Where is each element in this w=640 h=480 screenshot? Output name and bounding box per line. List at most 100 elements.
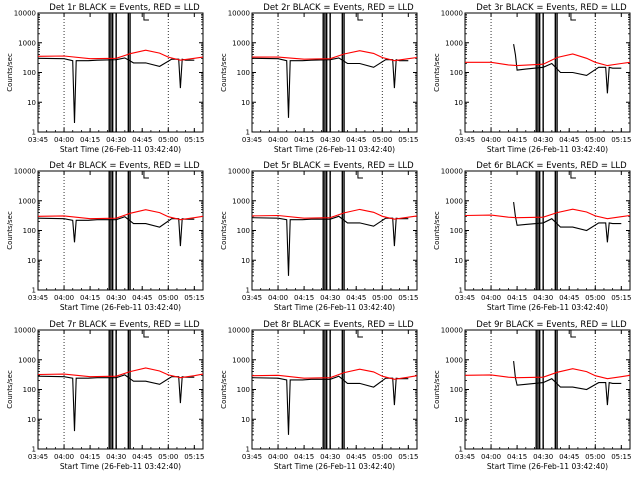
flag-bracket (570, 171, 576, 179)
panel: Det 9r BLACK = Events, RED = LLD 1 10 100 10… (433, 320, 631, 471)
x-axis-label: Start Time (26-Feb-11 03:42:40) (487, 303, 608, 312)
y-tick-label: 10 (454, 257, 463, 265)
flag-bracket (357, 171, 363, 179)
panel-title: Det 5r BLACK = Events, RED = LLD (263, 161, 414, 171)
x-tick-label: 03:45 (242, 294, 262, 302)
x-tick-label: 05:00 (372, 136, 392, 144)
events-series-line (251, 215, 409, 276)
y-tick-label: 1000 (18, 356, 36, 364)
y-axis-label: Counts/sec (6, 53, 14, 92)
y-tick-label: 10000 (14, 168, 36, 176)
panel: Det 8r BLACK = Events, RED = LLD 1 10 100 10… (220, 320, 418, 471)
lld-series-line (37, 209, 204, 221)
x-tick-label: 03:45 (455, 294, 475, 302)
x-tick-label: 04:00 (268, 294, 288, 302)
y-tick-label: 1 (459, 287, 463, 295)
x-tick-label: 03:45 (242, 136, 262, 144)
x-axis-label: Start Time (26-Feb-11 03:42:40) (60, 462, 181, 471)
x-tick-label: 04:15 (294, 453, 314, 461)
panel-title: Det 1r BLACK = Events, RED = LLD (49, 3, 200, 13)
x-tick-label: 04:45 (346, 294, 366, 302)
y-tick-label: 100 (23, 386, 36, 394)
y-tick-label: 10 (27, 257, 36, 265)
y-tick-label: 100 (23, 69, 36, 77)
events-series-line (37, 374, 195, 432)
x-tick-label: 05:00 (158, 453, 178, 461)
x-tick-label: 04:45 (559, 136, 579, 144)
plot-frame (37, 170, 204, 291)
y-axis-label: Counts/sec (6, 370, 14, 409)
y-tick-label: 10000 (441, 168, 463, 176)
lld-series-line (464, 208, 631, 220)
y-axis-label: Counts/sec (6, 211, 14, 250)
flag-bracket (357, 13, 363, 21)
flag-bracket (143, 330, 149, 338)
x-tick-label: 04:45 (559, 294, 579, 302)
y-tick-label: 10 (454, 416, 463, 424)
lld-series-line (465, 53, 631, 67)
x-tick-label: 05:00 (585, 453, 605, 461)
x-tick-label: 03:45 (455, 136, 475, 144)
y-tick-label: 10 (241, 257, 250, 265)
y-tick-label: 1 (246, 446, 250, 454)
x-tick-label: 03:45 (28, 453, 48, 461)
x-tick-label: 04:00 (481, 294, 501, 302)
x-axis-label: Start Time (26-Feb-11 03:42:40) (60, 303, 181, 312)
events-series-line (513, 44, 622, 94)
x-tick-label: 04:15 (80, 453, 100, 461)
x-tick-label: 04:45 (346, 453, 366, 461)
y-tick-label: 1000 (445, 356, 463, 364)
flag-bracket (143, 13, 149, 21)
x-tick-label: 04:30 (106, 453, 126, 461)
panel: Det 5r BLACK = Events, RED = LLD 1 10 100 10… (220, 161, 418, 312)
y-axis-label: Counts/sec (220, 370, 228, 409)
x-tick-label: 05:15 (184, 453, 204, 461)
x-tick-label: 05:15 (611, 136, 631, 144)
y-tick-label: 1 (459, 446, 463, 454)
x-tick-label: 04:00 (54, 294, 74, 302)
x-axis-label: Start Time (26-Feb-11 03:42:40) (274, 145, 395, 154)
x-tick-label: 04:00 (268, 136, 288, 144)
x-tick-label: 04:00 (54, 136, 74, 144)
y-tick-label: 1000 (18, 39, 36, 47)
x-tick-label: 05:15 (611, 453, 631, 461)
panel: Det 3r BLACK = Events, RED = LLD 1 10 100 10… (433, 3, 631, 154)
x-tick-label: 05:15 (398, 136, 418, 144)
y-tick-label: 10000 (14, 10, 36, 18)
x-tick-label: 04:15 (80, 136, 100, 144)
y-tick-label: 10 (454, 99, 463, 107)
x-tick-label: 04:00 (481, 136, 501, 144)
plot-frame (251, 170, 418, 291)
y-tick-label: 10000 (14, 327, 36, 335)
x-tick-label: 03:45 (455, 453, 475, 461)
x-tick-label: 04:00 (481, 453, 501, 461)
x-tick-label: 04:15 (507, 136, 527, 144)
x-tick-label: 05:15 (611, 294, 631, 302)
flag-bracket (570, 330, 576, 338)
y-tick-label: 1000 (232, 39, 250, 47)
lld-series-line (464, 368, 631, 380)
x-tick-label: 04:30 (106, 136, 126, 144)
panel-title: Det 8r BLACK = Events, RED = LLD (263, 320, 414, 330)
y-tick-label: 1 (32, 287, 36, 295)
x-axis-label: Start Time (26-Feb-11 03:42:40) (274, 462, 395, 471)
x-tick-label: 04:00 (268, 453, 288, 461)
x-tick-label: 05:00 (372, 453, 392, 461)
x-axis-label: Start Time (26-Feb-11 03:42:40) (487, 145, 608, 154)
y-tick-label: 1000 (445, 39, 463, 47)
x-tick-label: 04:00 (54, 453, 74, 461)
x-tick-label: 05:00 (585, 136, 605, 144)
y-tick-label: 1 (246, 287, 250, 295)
lld-series-line (252, 50, 418, 62)
lld-series-line (251, 208, 418, 220)
x-tick-label: 05:00 (372, 294, 392, 302)
y-axis-label: Counts/sec (433, 53, 441, 92)
x-axis-label: Start Time (26-Feb-11 03:42:40) (487, 462, 608, 471)
y-tick-label: 100 (450, 227, 463, 235)
y-tick-label: 100 (237, 227, 250, 235)
y-tick-label: 1000 (232, 356, 250, 364)
panel: Det 2r BLACK = Events, RED = LLD 1 10 100 10… (220, 3, 418, 154)
x-axis-label: Start Time (26-Feb-11 03:42:40) (60, 145, 181, 154)
x-tick-label: 04:30 (320, 453, 340, 461)
